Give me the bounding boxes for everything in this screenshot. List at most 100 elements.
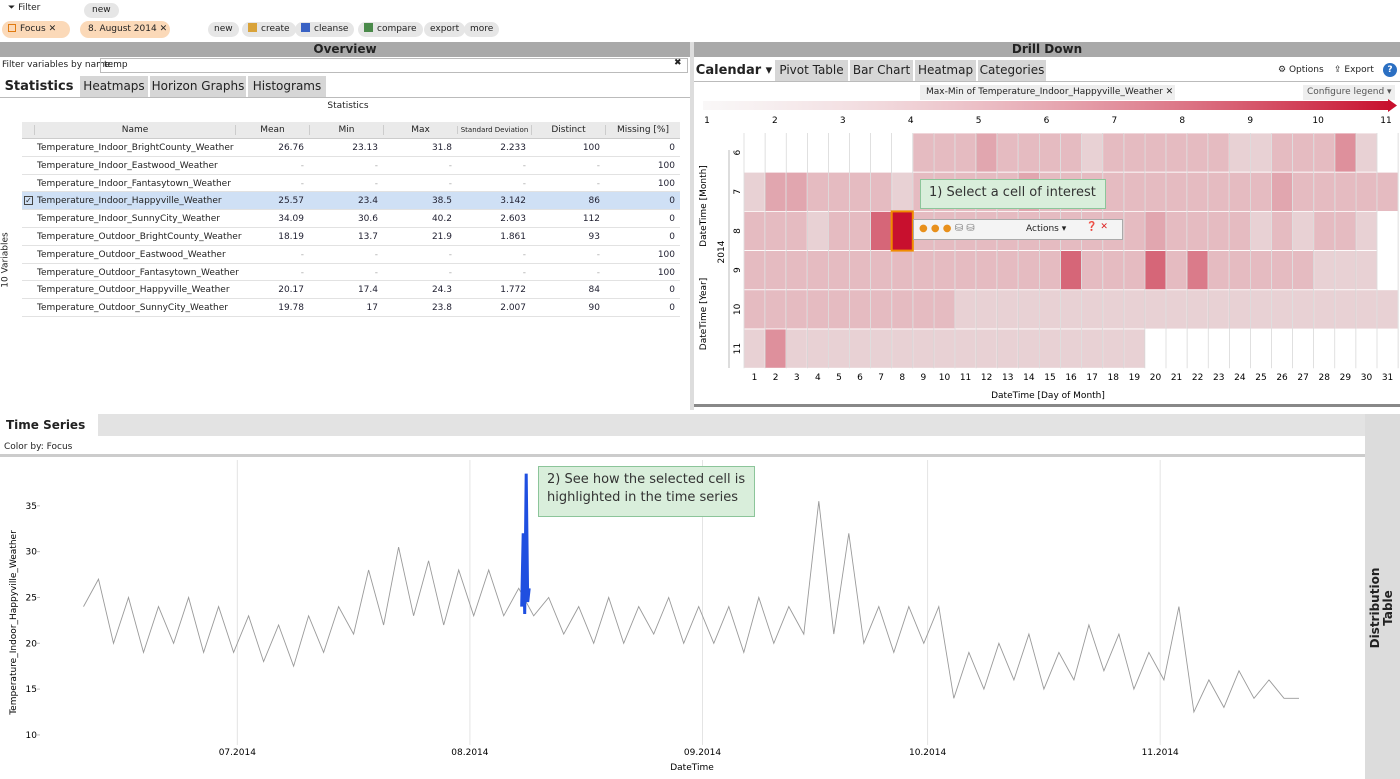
y-tick-label: 20 <box>26 639 38 649</box>
column-header[interactable]: Min <box>309 125 383 135</box>
table-cell: 17.4 <box>357 285 378 296</box>
calendar-cell <box>1165 171 1188 212</box>
overview-tab[interactable]: Histograms <box>248 76 326 97</box>
filter-label[interactable]: ⏷ Filter <box>8 3 40 13</box>
calendar-cell <box>764 210 787 251</box>
table-cell: - <box>300 178 304 189</box>
options-button[interactable]: ⚙ Options <box>1278 65 1324 75</box>
table-row[interactable] <box>22 299 680 317</box>
calendar-cell <box>912 328 935 369</box>
help-icon[interactable]: ? <box>1383 63 1397 77</box>
toolbar-button[interactable]: new <box>208 22 239 37</box>
calendar-cell <box>870 171 893 212</box>
column-header[interactable]: Missing [%] <box>605 125 680 135</box>
calendar-cell <box>1313 289 1336 330</box>
calendar-cell <box>1228 250 1251 291</box>
drilldown-tab[interactable]: Calendar ▾ <box>695 63 773 78</box>
ts-splitter <box>694 404 1400 407</box>
chip[interactable]: Focus ✕ <box>2 21 70 38</box>
drilldown-tab[interactable]: Pivot Table <box>775 60 848 81</box>
calendar-cell <box>1250 250 1272 291</box>
table-cell: 3.142 <box>500 196 526 207</box>
drilldown-tab[interactable]: Heatmap <box>915 60 976 81</box>
table-row[interactable] <box>22 210 680 228</box>
day-label: 29 <box>1340 373 1352 383</box>
calendar-cell <box>933 250 956 291</box>
table-row[interactable] <box>22 281 680 300</box>
popup-help[interactable]: ❓ ✕ <box>1086 222 1108 232</box>
splitter <box>690 42 694 410</box>
calendar-cell <box>1144 210 1167 251</box>
x-tick-label: 11.2014 <box>1142 748 1179 758</box>
table-cell: Temperature_Indoor_BrightCounty_Weather <box>37 143 234 153</box>
column-header[interactable]: Standard Deviation <box>457 126 531 134</box>
calendar-cell <box>743 328 766 369</box>
calendar-cell <box>870 250 893 291</box>
column-header[interactable]: Mean <box>235 125 309 135</box>
table-cell: 2.233 <box>500 143 526 153</box>
filter-new[interactable]: new <box>84 3 119 18</box>
button-text: compare <box>377 24 417 34</box>
calendar-cell <box>1334 289 1357 330</box>
table-cell: 0 <box>669 214 675 225</box>
table-cell: 86 <box>588 196 600 207</box>
table-cell: 90 <box>588 303 600 314</box>
legend-chip[interactable]: Max-Min of Temperature_Indoor_Happyville… <box>920 85 1175 100</box>
overview-tab[interactable]: Heatmaps <box>80 76 148 97</box>
table-row[interactable] <box>22 246 680 264</box>
calendar-cell <box>828 289 850 330</box>
x-tick-label: 08.2014 <box>451 748 488 758</box>
calendar-cell <box>1355 132 1378 173</box>
calendar-cell <box>1165 289 1188 330</box>
filter-input[interactable]: temp <box>100 58 688 73</box>
table-cell: 100 <box>657 249 675 260</box>
table-cell: - <box>374 249 378 260</box>
drilldown-tab[interactable]: Bar Chart <box>850 60 913 81</box>
calendar-cell <box>785 328 808 369</box>
popup-actions[interactable]: Actions ▾ <box>1026 224 1067 234</box>
calendar-cell <box>743 250 766 291</box>
calendar-cell <box>1292 289 1315 330</box>
toolbar-button[interactable]: more <box>464 22 500 37</box>
calendar-cell <box>806 328 829 369</box>
table-row[interactable] <box>22 264 680 282</box>
legend-title: Max-Min of Temperature_Indoor_Happyville… <box>926 87 1163 97</box>
column-header[interactable]: Name <box>34 125 235 135</box>
column-header[interactable]: Max <box>383 125 457 135</box>
overview-tab[interactable]: Horizon Graphs <box>150 76 246 97</box>
calendar-cell <box>1355 289 1378 330</box>
toolbar-button[interactable]: cleanse <box>295 22 355 37</box>
table-row[interactable] <box>22 192 680 211</box>
month-axis-label: DateTime [Month] <box>699 165 709 247</box>
table-cell: 23.4 <box>357 196 378 207</box>
calendar-cell <box>849 289 872 330</box>
table-cell: 0 <box>669 143 675 153</box>
table-row[interactable] <box>22 157 680 175</box>
calendar-cell <box>975 328 998 369</box>
table-cell: 100 <box>657 267 675 278</box>
chip[interactable]: 8. August 2014 ✕ <box>80 21 170 38</box>
configure-legend[interactable]: Configure legend ▾ <box>1303 85 1395 100</box>
column-header[interactable]: Distinct <box>531 125 605 135</box>
drilldown-tab[interactable]: Categories <box>978 60 1046 81</box>
toolbar-button[interactable]: export <box>424 22 466 37</box>
legend-arrow <box>1388 99 1397 112</box>
calendar-cell <box>996 328 1019 369</box>
overview-tab[interactable]: Statistics <box>4 79 74 94</box>
calendar-cell <box>1165 132 1188 173</box>
table-row[interactable] <box>22 228 680 246</box>
table-row[interactable] <box>22 175 680 193</box>
day-label: 24 <box>1234 373 1246 383</box>
table-cell: 19.78 <box>278 303 304 314</box>
popup-icons[interactable]: ● ● ● ⛁ ⛁ <box>919 223 975 234</box>
day-label: 5 <box>836 373 842 383</box>
filter-clear[interactable]: ✖ <box>674 58 682 68</box>
chip-box <box>8 24 16 32</box>
toolbar-button[interactable]: create <box>242 22 296 37</box>
toolbar-button[interactable]: compare <box>358 22 423 37</box>
legend-tick: 1 <box>704 116 710 126</box>
side-panel[interactable] <box>1365 414 1400 779</box>
table-row[interactable] <box>22 139 680 157</box>
export-button[interactable]: ⇪ Export <box>1334 65 1374 75</box>
ts-tab[interactable]: Time Series <box>6 418 86 432</box>
